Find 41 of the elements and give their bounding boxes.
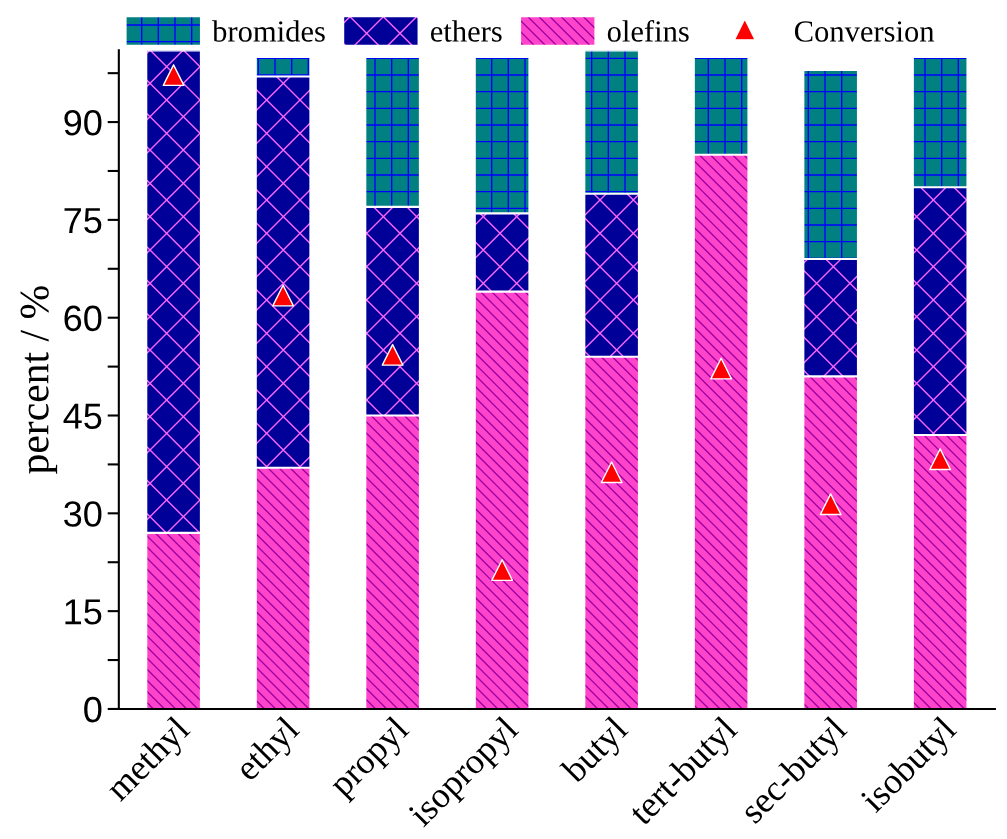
y-tick-label: 30 (64, 501, 102, 527)
bar (147, 50, 200, 533)
y-axis-title: percent / % (20, 286, 58, 474)
bar (366, 415, 419, 709)
y-tick-label: 75 (64, 208, 102, 234)
point (381, 343, 404, 366)
bar (366, 56, 419, 207)
bar (804, 259, 857, 377)
bar (256, 467, 310, 709)
point (162, 64, 185, 87)
point (819, 493, 842, 516)
bar (913, 56, 967, 188)
bar (256, 76, 310, 468)
bar (804, 69, 857, 260)
bar (913, 187, 967, 436)
y-tick-label: 0 (84, 696, 102, 723)
bar (147, 532, 200, 709)
point (710, 357, 733, 380)
point (272, 284, 295, 307)
y-tick-label: 45 (63, 403, 102, 429)
bar (804, 376, 857, 709)
legend-label: Conversion (794, 21, 935, 42)
bar (694, 154, 748, 709)
bar (913, 435, 967, 709)
legend-label: ethers (430, 20, 502, 42)
bar (366, 206, 419, 416)
point (929, 448, 952, 471)
bar (475, 213, 529, 292)
y-tick-label: 15 (65, 599, 102, 625)
bar (585, 193, 638, 357)
bar (475, 56, 529, 214)
legend-label: olefins (607, 19, 689, 42)
point (600, 461, 623, 484)
point (491, 559, 514, 582)
y-tick-label: 90 (64, 109, 102, 136)
y-tick-label: 60 (64, 305, 102, 332)
bar (694, 56, 748, 155)
bar (585, 50, 638, 194)
bar (475, 291, 529, 709)
legend-label: bromides (212, 20, 325, 42)
bar (585, 356, 638, 709)
